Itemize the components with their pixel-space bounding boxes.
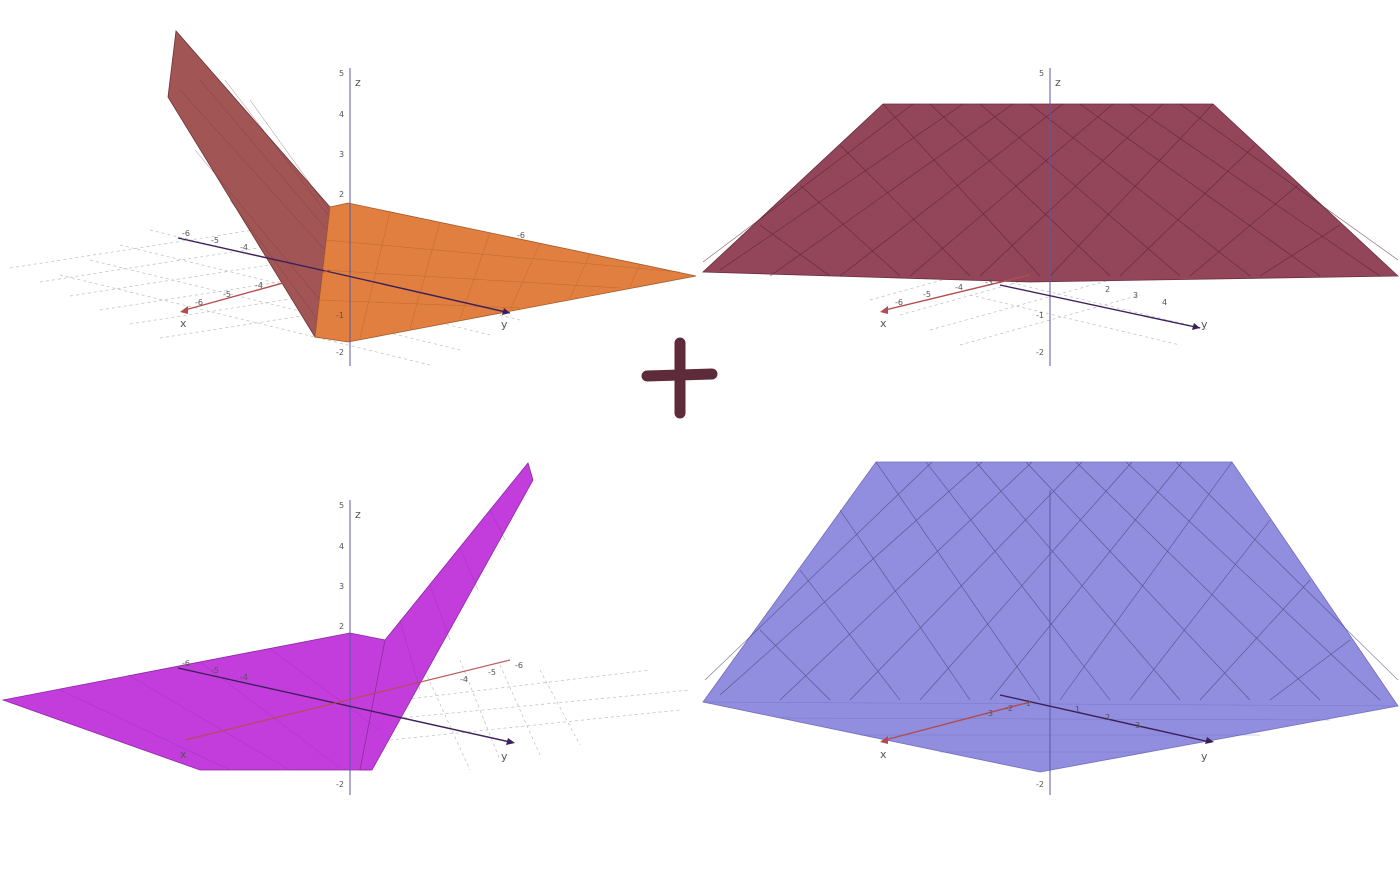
x-tick: -2 — [1005, 704, 1013, 713]
surface-wall — [359, 462, 534, 771]
z-tick: -2 — [1036, 780, 1044, 789]
axis-label-y: y — [1201, 750, 1208, 763]
grid-floor — [379, 659, 691, 771]
z-tick: 3 — [339, 582, 344, 591]
z-tick: -2 — [336, 780, 344, 789]
x-tick: -6 — [515, 661, 523, 670]
y-tick: -4 — [240, 243, 248, 252]
surface-plane — [1, 632, 411, 771]
y-tick: 2 — [1105, 713, 1110, 722]
surface-mesh — [702, 103, 1399, 277]
x-tick: -4 — [255, 281, 263, 290]
x-tick: -5 — [923, 290, 931, 299]
x-tick: -4 — [955, 283, 963, 292]
x-tick: -5 — [223, 290, 231, 299]
axis-label-z: z — [355, 508, 361, 521]
x-tick: -1 — [1023, 699, 1031, 708]
z-tick: 4 — [339, 110, 344, 119]
x-tick: -3 — [985, 709, 993, 718]
x-tick: -3 — [985, 278, 993, 287]
panel-bottom-left: z x y 5 4 3 2 -2 -6 -5 -4 -6 -5 -4 — [1, 462, 691, 795]
surface-plane — [314, 202, 697, 343]
axis-label-x: x — [880, 317, 887, 330]
surface-wall — [167, 30, 331, 339]
axis-label-x: x — [180, 748, 187, 761]
x-tick: -6 — [195, 298, 203, 307]
x-tick: -6 — [895, 298, 903, 307]
axis-label-y: y — [1201, 318, 1208, 331]
y-tick: -6 — [182, 659, 190, 668]
z-tick: 2 — [339, 622, 344, 631]
axis-label-x: x — [880, 748, 887, 761]
y-tick: 2 — [1105, 285, 1110, 294]
y-tick: -6 — [182, 229, 190, 238]
z-tick: 5 — [1039, 69, 1044, 78]
y-tick: 4 — [1162, 298, 1167, 307]
surface-mesh — [704, 461, 1399, 701]
y-tick: -5 — [211, 236, 219, 245]
z-tick: -1 — [1036, 311, 1044, 320]
z-tick: -2 — [1036, 348, 1044, 357]
z-tick: 3 — [339, 150, 344, 159]
z-tick: 5 — [339, 69, 344, 78]
x-tick: -4 — [460, 675, 468, 684]
panel-top-left: z x y 5 4 3 2 -1 -2 -6 -5 -4 -6 -5 -4 -6 — [9, 30, 697, 366]
axis-label-y: y — [501, 318, 508, 331]
z-tick: -1 — [336, 311, 344, 320]
axis-label-z: z — [355, 76, 361, 89]
z-tick: 5 — [339, 501, 344, 510]
axis-label-z: z — [1055, 76, 1061, 89]
z-tick: -2 — [336, 348, 344, 357]
axis-label-y: y — [501, 750, 508, 763]
z-tick: 2 — [339, 190, 344, 199]
y-tick: -6 — [517, 231, 525, 240]
y-tick: 3 — [1133, 291, 1138, 300]
y-tick: 1 — [1075, 705, 1080, 714]
panel-top-right: z x y 5 -1 -2 -6 -5 -4 -3 2 3 4 — [702, 68, 1400, 366]
x-tick: -5 — [488, 668, 496, 677]
y-tick: 3 — [1135, 721, 1140, 730]
y-tick: -4 — [240, 673, 248, 682]
plus-operator — [641, 337, 718, 419]
y-tick: -5 — [211, 666, 219, 675]
axis-label-x: x — [180, 317, 187, 330]
grid-floor — [869, 249, 1211, 346]
panel-bottom-right: x y -2 -3 -2 -1 1 2 3 — [702, 461, 1399, 795]
z-tick: 4 — [339, 542, 344, 551]
